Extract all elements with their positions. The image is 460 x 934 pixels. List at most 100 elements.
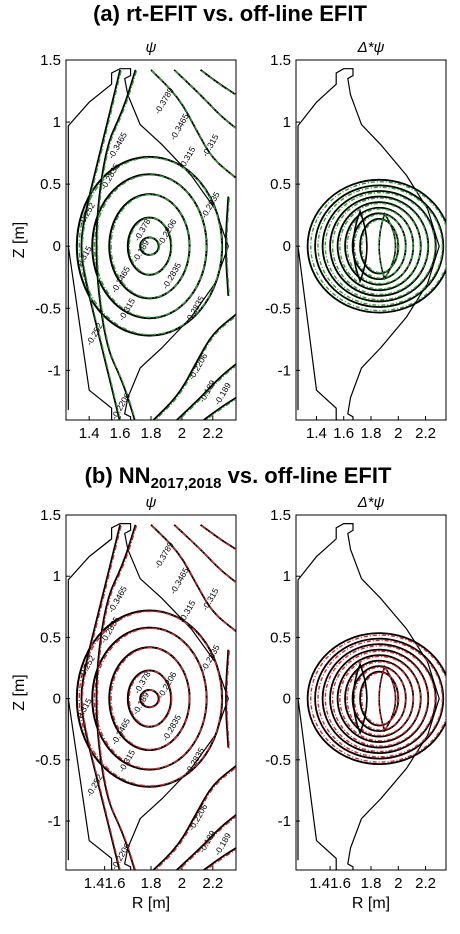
panel-b-title: (b) NN2017,2018 vs. off-line EFIT [85, 463, 392, 492]
y-tick-label: 0.5 [40, 629, 61, 646]
x-axis-label: R [m] [352, 895, 390, 912]
x-tick-label: 1.4 [79, 425, 100, 442]
contour-model [78, 610, 223, 787]
contour-model [201, 525, 236, 551]
contour-offline [199, 69, 236, 96]
y-tick-label: 0 [283, 691, 291, 708]
y-tick-label: -0.5 [265, 752, 291, 769]
contour-label: -0.2206 [109, 841, 132, 871]
y-tick-label: 1 [53, 568, 61, 585]
contour-offline [126, 216, 173, 276]
y-tick-label: -0.5 [35, 300, 61, 317]
contour-label: -0.2206 [186, 351, 209, 381]
vessel-wall [67, 523, 229, 870]
contour-model [346, 208, 414, 285]
contour-model [339, 202, 422, 290]
contour-model [324, 645, 436, 753]
contour-offline [202, 847, 236, 870]
contour-model [324, 191, 436, 301]
contour-model [81, 70, 122, 420]
y-tick-label: 1.5 [270, 52, 291, 69]
y-tick-label: -0.5 [35, 752, 61, 769]
contour-offline [152, 765, 236, 870]
contour-model [174, 525, 236, 584]
contour-offline [95, 524, 137, 870]
x-tick-label: 1.6 [110, 425, 131, 442]
contour-model [81, 525, 122, 870]
contour-label: -0.378 [132, 669, 153, 695]
contour-offline [199, 524, 236, 551]
subplot-title: ψ [146, 494, 157, 511]
y-tick-label: 0.5 [270, 629, 291, 646]
contour-model [226, 650, 230, 749]
contour-label: -0.315 [116, 748, 137, 774]
y-tick-label: -1 [48, 362, 61, 379]
contour-offline [306, 178, 446, 314]
plot-area: -0.3789-0.3465-0.315-0.2835-0.252-0.2206… [67, 523, 236, 871]
x-tick-label: 1.8 [141, 425, 162, 442]
plot-a-delta-psi: Δ*ψ 1.5 1 0.5 0 -0.5 -1 1.4 1.6 1.8 2 2.2 [265, 39, 447, 442]
contour-model [317, 186, 444, 306]
contour-model [177, 365, 236, 420]
x-tick-label: 2 [178, 875, 186, 892]
y-axis-label: Z [m] [11, 674, 28, 710]
x-tick-label: 2.2 [202, 875, 223, 892]
contour-label: -0.315 [177, 145, 198, 171]
contour-label: -0.315 [116, 296, 137, 322]
contour-offline [80, 524, 121, 870]
x-tick-label: 1.41.6 [309, 875, 351, 892]
x-tick-label: 2 [178, 425, 186, 442]
contour-offline [225, 196, 230, 296]
contour-label: -0.3465 [168, 566, 191, 596]
contour-offline [95, 69, 137, 420]
contour-label: -0.2206 [186, 802, 209, 832]
x-tick-label: 2 [394, 425, 402, 442]
contour-label: -0.3789 [152, 540, 175, 570]
contour-model [331, 650, 429, 747]
contour-model [110, 647, 191, 751]
contour-model [310, 181, 446, 312]
x-tick-label: 2.2 [415, 425, 436, 442]
x-tick-label: 2.2 [202, 425, 223, 442]
x-tick-label: 1.41.6 [84, 875, 126, 892]
plot-area: -0.3789-0.3465-0.315-0.2835-0.252-0.2206… [67, 68, 236, 420]
contour-model [128, 217, 173, 276]
contour-label: -0.252 [76, 201, 97, 227]
contour-model [205, 848, 236, 870]
contour-model [96, 525, 138, 870]
x-tick-label: 1.6 [333, 425, 354, 442]
y-tick-label: 1 [283, 568, 291, 585]
contour-model [331, 197, 429, 296]
contour-model [205, 398, 236, 420]
y-tick-label: 0 [53, 691, 61, 708]
panel-b-title-main: (b) NN [85, 463, 151, 488]
x-tick-label: 1.8 [141, 875, 162, 892]
y-axis-label: Z [m] [11, 222, 28, 258]
contour-model [226, 197, 230, 297]
contour-offline [352, 662, 368, 736]
contour-label: -0.252 [76, 653, 97, 679]
contour-model [360, 671, 400, 726]
x-tick-label: 1.4 [306, 425, 327, 442]
contour-offline [152, 313, 236, 420]
contour-model [140, 236, 161, 256]
contour-model [378, 665, 397, 732]
contour-label: -0.378 [132, 217, 153, 243]
axes-box [295, 59, 447, 421]
contour-model [317, 639, 444, 758]
y-tick-label: -0.5 [265, 300, 291, 317]
contour-model [310, 634, 446, 763]
subplot-title: Δ*ψ [357, 494, 385, 511]
x-tick-label: 2 [394, 875, 402, 892]
plot-area [297, 523, 446, 870]
y-tick-label: -1 [278, 813, 291, 830]
vessel-wall [297, 523, 440, 870]
contour-model [151, 70, 236, 179]
y-tick-label: 0.5 [270, 176, 291, 193]
contour-label: -0.3465 [106, 584, 129, 614]
subplot-title: ψ [146, 39, 157, 56]
x-axis-label: R [m] [132, 895, 170, 912]
contour-offline [202, 396, 236, 420]
contour-model [93, 627, 208, 770]
contour-model [78, 157, 223, 336]
